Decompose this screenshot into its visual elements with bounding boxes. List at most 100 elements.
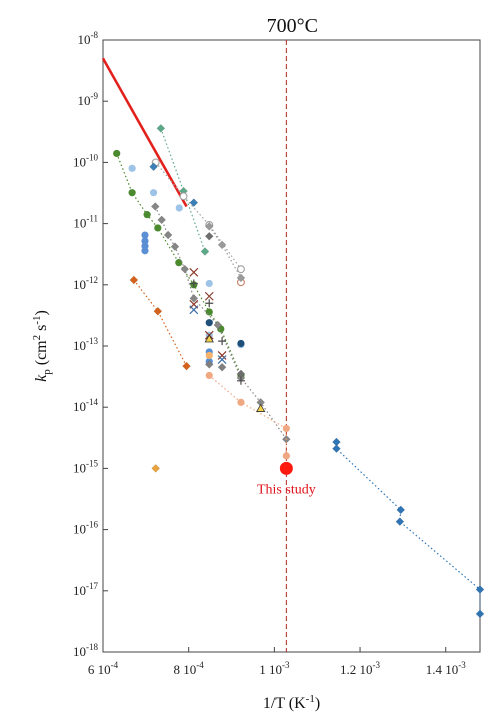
y-tick-label: 10-13 — [73, 336, 98, 353]
series-line — [208, 226, 242, 279]
red-trend-line-group — [101, 57, 188, 208]
series-line — [133, 279, 188, 367]
y-tick-label: 10-10 — [73, 152, 98, 169]
y-tick-label: 10-18 — [73, 642, 98, 659]
y-tick-label: 10-16 — [73, 520, 98, 537]
data-point — [217, 351, 227, 360]
data-point — [200, 247, 210, 256]
data-point — [189, 294, 199, 303]
y-tick-label: 10-15 — [73, 458, 98, 475]
series-14 — [149, 162, 199, 207]
x-tick-label: 1.4 10-3 — [426, 660, 466, 677]
data-point — [128, 189, 136, 197]
data-point — [175, 204, 183, 212]
series-7 — [205, 371, 290, 460]
y-tick-label: 10-12 — [73, 275, 98, 292]
y-tick-label: 10-11 — [73, 214, 98, 231]
x-tick-label: 1 10-3 — [259, 660, 290, 677]
series-19 — [204, 334, 266, 412]
data-point — [163, 230, 173, 240]
x-tick-label: 8 10-4 — [174, 660, 205, 677]
series-21 — [204, 360, 227, 372]
data-point — [255, 403, 266, 412]
data-point — [217, 240, 227, 250]
plot-frame — [102, 39, 481, 653]
data-point — [157, 215, 166, 225]
data-point — [180, 264, 190, 274]
red-trend-line — [101, 57, 188, 208]
data-point — [204, 291, 214, 301]
data-point — [149, 189, 158, 197]
data-point — [236, 273, 246, 283]
series-5 — [113, 149, 245, 380]
data-point — [156, 124, 166, 133]
x-axis-label: 1/T (K-1) — [263, 693, 320, 712]
data-point — [204, 222, 214, 231]
series-15 — [204, 232, 246, 379]
data-point — [396, 505, 406, 515]
data-point — [204, 334, 214, 343]
series-line — [335, 442, 481, 614]
data-point — [150, 202, 160, 211]
data-point — [205, 371, 213, 380]
series-line — [160, 128, 206, 252]
data-point — [189, 305, 199, 315]
data-point — [141, 231, 149, 239]
data-point — [205, 308, 213, 316]
data-point — [332, 444, 341, 453]
data-point — [189, 198, 199, 207]
data-point — [151, 464, 160, 473]
data-point — [153, 306, 163, 316]
data-point — [237, 398, 245, 406]
this-study-label: This study — [257, 482, 316, 497]
axes: 10-8 10-9 10-10 10-11 10-12 10-13 10-14 10-15 10… — [73, 30, 481, 677]
data-point — [218, 337, 227, 346]
data-point — [143, 211, 151, 219]
data-point — [113, 149, 121, 158]
data-point — [154, 224, 162, 232]
data-point — [205, 351, 213, 360]
y-tick-label: 10-9 — [78, 91, 99, 108]
highlight-group — [279, 461, 293, 475]
data-point — [236, 265, 245, 274]
series-17 — [189, 305, 227, 365]
data-point — [170, 242, 180, 251]
data-point — [217, 362, 227, 372]
data-point — [141, 247, 149, 255]
series-10 — [205, 319, 245, 348]
data-point — [475, 609, 485, 619]
y-tick-label: 10-14 — [73, 397, 98, 414]
series-line — [208, 375, 287, 456]
data-point — [204, 360, 214, 369]
this-study-point — [279, 461, 293, 475]
labels-group: 1/T (K-1) kp (cm2 s-1) 700°C This study — [31, 15, 320, 712]
reference-line-label: 700°C — [267, 15, 318, 37]
data-point — [189, 267, 199, 277]
y-tick-label: 10-17 — [73, 581, 98, 598]
series-20 — [205, 351, 213, 360]
data-point — [182, 361, 191, 371]
series-18 — [189, 279, 245, 385]
data-point — [236, 376, 245, 385]
data-point — [395, 517, 405, 526]
data-point — [205, 299, 214, 308]
y-tick-label: 10-8 — [78, 30, 99, 47]
x-tick-label: 6 10-4 — [88, 660, 119, 677]
y-axis-label: kp (cm2 s-1) — [31, 310, 53, 382]
data-point — [237, 339, 245, 348]
x-tick-label: 1.2 10-3 — [340, 660, 380, 677]
series-2 — [129, 275, 191, 371]
data-point — [189, 279, 198, 288]
data-point — [213, 320, 223, 330]
series-group — [113, 124, 485, 619]
data-point — [175, 259, 183, 267]
data-point — [204, 232, 214, 241]
series-11 — [151, 158, 245, 274]
series-3 — [151, 464, 160, 473]
data-point — [475, 585, 485, 594]
data-point — [282, 424, 290, 433]
series-1 — [332, 437, 485, 619]
data-point — [179, 192, 188, 201]
series-13 — [204, 222, 246, 283]
